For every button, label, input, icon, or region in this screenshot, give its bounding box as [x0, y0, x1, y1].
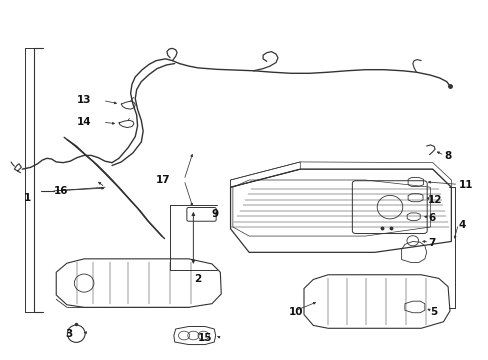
- Text: 8: 8: [444, 152, 451, 162]
- Text: 9: 9: [211, 210, 219, 219]
- Text: 13: 13: [77, 95, 91, 105]
- Text: 17: 17: [156, 175, 170, 185]
- Text: 14: 14: [77, 117, 92, 127]
- Text: 12: 12: [427, 195, 442, 205]
- Text: 5: 5: [429, 307, 437, 317]
- Text: 1: 1: [23, 193, 31, 203]
- Text: 7: 7: [427, 238, 435, 248]
- Text: 11: 11: [457, 180, 472, 190]
- Text: 2: 2: [194, 274, 201, 284]
- Text: 6: 6: [427, 213, 434, 223]
- Text: 15: 15: [198, 333, 212, 343]
- Text: 10: 10: [288, 307, 302, 317]
- Text: 3: 3: [65, 329, 73, 339]
- Text: 4: 4: [457, 220, 465, 230]
- Text: 16: 16: [54, 186, 68, 196]
